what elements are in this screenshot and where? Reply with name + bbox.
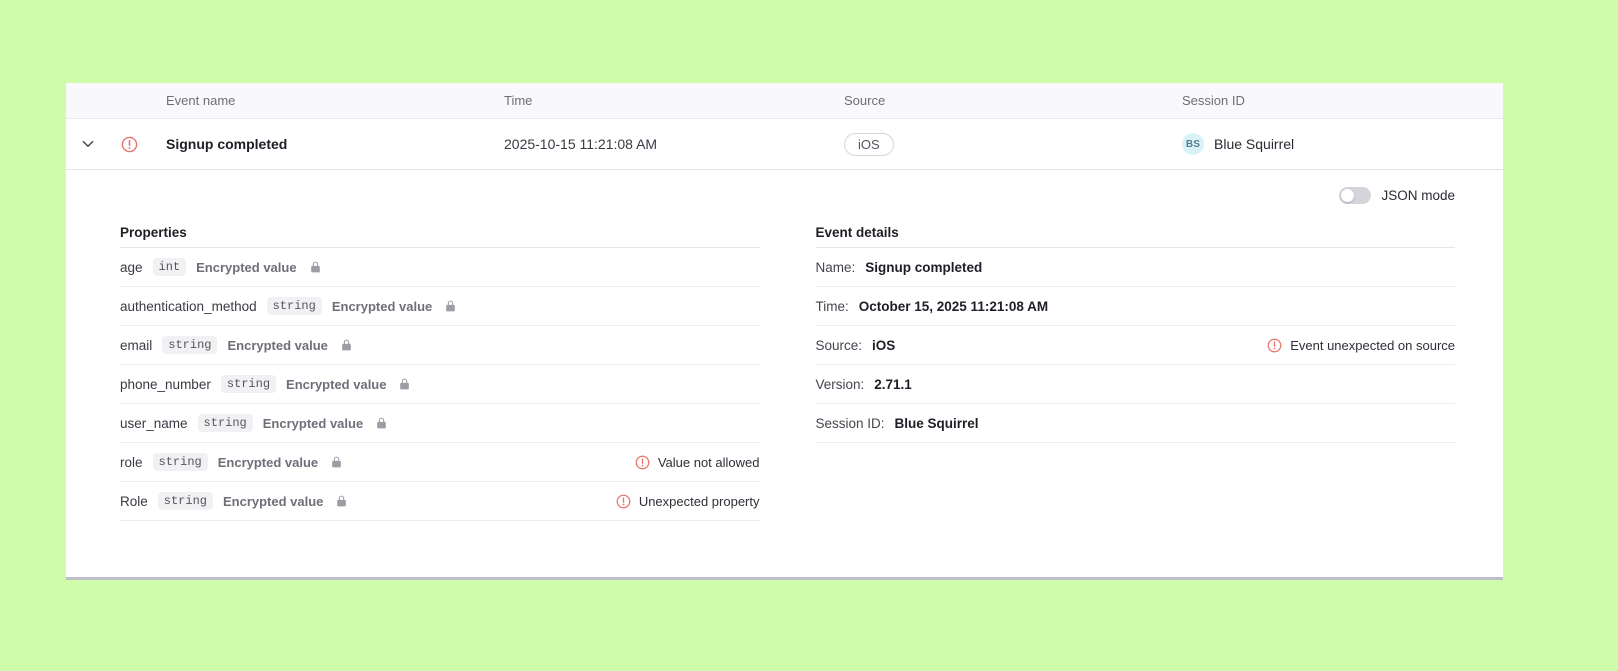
event-explorer-panel: Event name Time Source Session ID Signup…	[66, 83, 1503, 580]
lock-icon	[375, 416, 388, 430]
property-row: role string Encrypted value Value not al…	[120, 443, 760, 482]
property-row: age int Encrypted value	[120, 248, 760, 287]
event-details-title: Event details	[815, 218, 1455, 248]
property-value: Encrypted value	[217, 454, 319, 470]
detail-label: Session ID:	[815, 415, 885, 431]
column-header-session-id: Session ID	[1182, 93, 1245, 108]
property-name: authentication_method	[120, 298, 257, 314]
property-type-badge: string	[152, 453, 208, 471]
detail-panels: Properties age int Encrypted value authe…	[66, 218, 1503, 521]
lock-icon	[330, 455, 343, 469]
detail-row: Session ID: Blue Squirrel	[815, 404, 1455, 443]
property-row: email string Encrypted value	[120, 326, 760, 365]
property-error-text: Value not allowed	[657, 454, 760, 470]
detail-row: Version: 2.71.1	[815, 365, 1455, 404]
detail-label: Version:	[815, 376, 865, 392]
column-header-source: Source	[844, 93, 886, 108]
json-mode-row: JSON mode	[66, 184, 1503, 206]
property-name: age	[120, 259, 143, 275]
detail-value: 2.71.1	[874, 376, 912, 392]
event-error-alert-icon[interactable]	[121, 136, 138, 153]
row-controls	[66, 135, 166, 153]
error-alert-icon	[616, 494, 631, 508]
table-header: Event name Time Source Session ID	[66, 83, 1503, 119]
detail-error-text: Event unexpected on source	[1290, 337, 1455, 353]
session-avatar: BS	[1182, 133, 1204, 155]
property-row: phone_number string Encrypted value	[120, 365, 760, 404]
collapse-chevron-button[interactable]	[79, 135, 97, 153]
property-row: user_name string Encrypted value	[120, 404, 760, 443]
error-alert-icon	[635, 455, 650, 469]
lock-icon	[398, 377, 411, 391]
chevron-down-icon	[82, 141, 94, 147]
detail-value: Signup completed	[865, 259, 983, 275]
lock-icon	[444, 299, 457, 313]
property-value: Encrypted value	[227, 337, 328, 353]
lock-icon	[309, 260, 322, 274]
property-type-badge: string	[197, 414, 253, 432]
json-mode-label: JSON mode	[1381, 187, 1455, 203]
detail-row: Source: iOS Event unexpected on source	[815, 326, 1455, 365]
detail-row: Name: Signup completed	[815, 248, 1455, 287]
event-details-panel: Event details Name: Signup completed Tim…	[815, 218, 1455, 521]
toggle-knob	[1341, 188, 1355, 202]
property-type-badge: string	[157, 492, 213, 510]
properties-panel: Properties age int Encrypted value authe…	[120, 218, 760, 521]
property-name: Role	[120, 493, 148, 509]
detail-label: Time:	[815, 298, 849, 314]
error-alert-icon	[1267, 338, 1282, 352]
detail-error: Event unexpected on source	[1267, 338, 1455, 353]
property-value: Encrypted value	[262, 415, 364, 431]
property-row: authentication_method string Encrypted v…	[120, 287, 760, 326]
source-cell: iOS	[844, 132, 1182, 156]
source-badge: iOS	[844, 132, 894, 156]
property-error-text: Unexpected property	[638, 493, 760, 509]
detail-label: Name:	[815, 259, 856, 275]
property-type-badge: int	[152, 258, 187, 276]
column-header-time: Time	[504, 93, 533, 108]
detail-label: Source:	[815, 337, 863, 353]
property-value: Encrypted value	[331, 298, 433, 314]
property-row: Role string Encrypted value Unexpected p…	[120, 482, 760, 521]
event-time: 2025-10-15 11:21:08 AM	[504, 136, 658, 152]
detail-value: October 15, 2025 11:21:08 AM	[858, 298, 1049, 314]
property-name: role	[120, 454, 143, 470]
property-error: Unexpected property	[616, 494, 760, 509]
detail-value: Blue Squirrel	[894, 415, 979, 431]
property-value: Encrypted value	[196, 259, 297, 275]
property-value: Encrypted value	[286, 376, 387, 392]
json-mode-toggle[interactable]	[1339, 186, 1372, 204]
expanded-detail-area: JSON mode Properties age int Encrypted v…	[66, 170, 1503, 577]
property-name: user_name	[120, 415, 188, 431]
event-name: Signup completed	[166, 136, 288, 152]
session-cell[interactable]: BS Blue Squirrel	[1182, 133, 1503, 155]
session-name: Blue Squirrel	[1214, 136, 1295, 152]
property-type-badge: string	[220, 375, 277, 393]
property-error: Value not allowed	[635, 455, 760, 470]
column-header-event-name: Event name	[166, 93, 236, 108]
property-type-badge: string	[162, 336, 218, 354]
property-name: phone_number	[120, 376, 211, 392]
property-value: Encrypted value	[222, 493, 324, 509]
detail-row: Time: October 15, 2025 11:21:08 AM	[815, 287, 1455, 326]
event-row[interactable]: Signup completed 2025-10-15 11:21:08 AM …	[66, 119, 1503, 170]
detail-value: iOS	[872, 337, 896, 353]
property-name: email	[120, 337, 153, 353]
lock-icon	[340, 338, 353, 352]
properties-title: Properties	[120, 218, 760, 248]
lock-icon	[335, 494, 348, 508]
property-type-badge: string	[266, 297, 322, 315]
